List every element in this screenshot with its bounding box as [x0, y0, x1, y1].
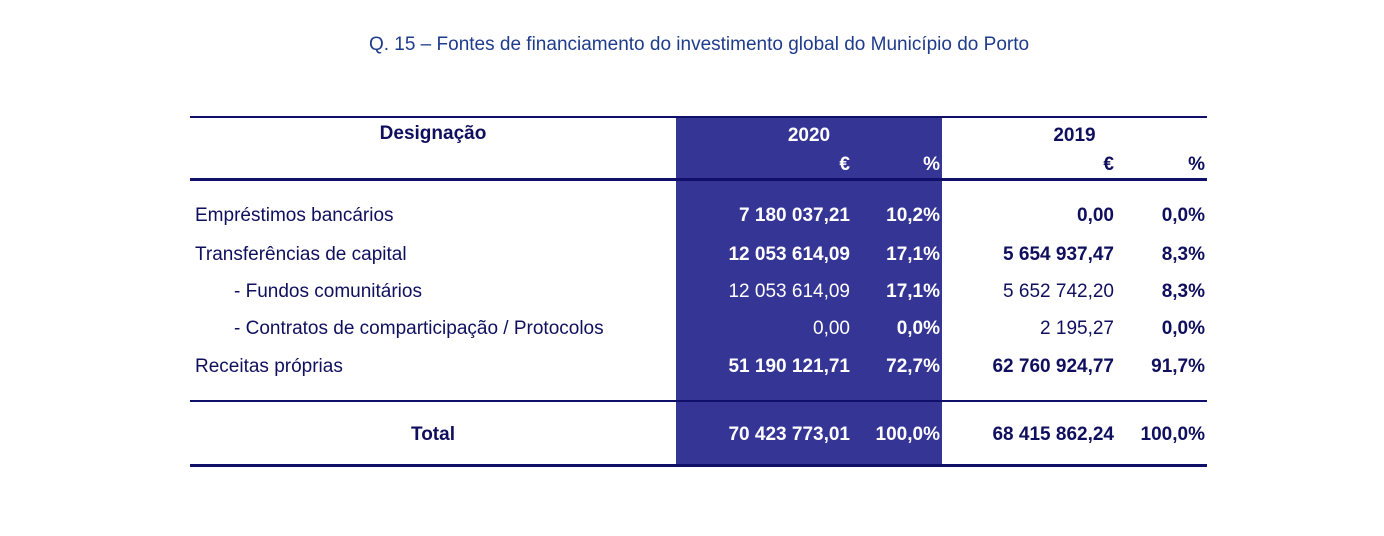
row-pct-2019: 0,0% — [1161, 205, 1205, 226]
header-pct-2020: % — [923, 154, 940, 175]
row-euro-2019: 5 654 937,47 — [1003, 244, 1114, 265]
row-euro-2020: 0,00 — [813, 318, 850, 339]
row-pct-2019: 8,3% — [1161, 281, 1205, 302]
row-label-sub: - Fundos comunitários — [234, 281, 422, 302]
row-euro-2019: 5 652 742,20 — [1003, 281, 1114, 302]
row-pct-2020: 17,1% — [886, 281, 940, 302]
row-label: Empréstimos bancários — [195, 205, 394, 226]
bottom-rule — [190, 464, 1207, 467]
highlight-column-2020 — [676, 117, 942, 467]
row-label: Transferências de capital — [195, 244, 407, 265]
row-pct-2020: 72,7% — [886, 356, 940, 377]
row-euro-2020: 51 190 121,71 — [728, 356, 850, 377]
row-euro-2020: 12 053 614,09 — [728, 244, 850, 265]
row-label: Receitas próprias — [195, 356, 343, 377]
total-pct-2019: 100,0% — [1140, 424, 1205, 445]
total-rule — [190, 400, 1207, 402]
total-euro-2019: 68 415 862,24 — [992, 424, 1114, 445]
row-euro-2020: 12 053 614,09 — [728, 281, 850, 302]
total-pct-2020: 100,0% — [875, 424, 940, 445]
total-label: Total — [411, 424, 455, 445]
header-rule — [190, 178, 1207, 181]
row-euro-2019: 0,00 — [1077, 205, 1114, 226]
row-pct-2020: 17,1% — [886, 244, 940, 265]
header-euro-2020: € — [839, 154, 850, 175]
row-euro-2019: 62 760 924,77 — [992, 356, 1114, 377]
header-year-2020: 2020 — [787, 125, 831, 146]
total-euro-2020: 70 423 773,01 — [728, 424, 850, 445]
top-rule — [190, 116, 1207, 118]
row-pct-2019: 8,3% — [1161, 244, 1205, 265]
row-euro-2019: 2 195,27 — [1040, 318, 1114, 339]
header-year-2019: 2019 — [1053, 125, 1096, 146]
header-designacao: Designação — [379, 123, 487, 144]
row-label-sub: - Contratos de comparticipação / Protoco… — [234, 318, 604, 339]
row-pct-2020: 0,0% — [896, 318, 940, 339]
row-pct-2019: 0,0% — [1161, 318, 1205, 339]
header-euro-2019: € — [1103, 154, 1114, 175]
row-euro-2020: 7 180 037,21 — [739, 205, 850, 226]
header-pct-2019: % — [1188, 154, 1205, 175]
row-pct-2020: 10,2% — [886, 205, 940, 226]
row-pct-2019: 91,7% — [1151, 356, 1205, 377]
table-title: Q. 15 – Fontes de financiamento do inves… — [368, 34, 1030, 55]
